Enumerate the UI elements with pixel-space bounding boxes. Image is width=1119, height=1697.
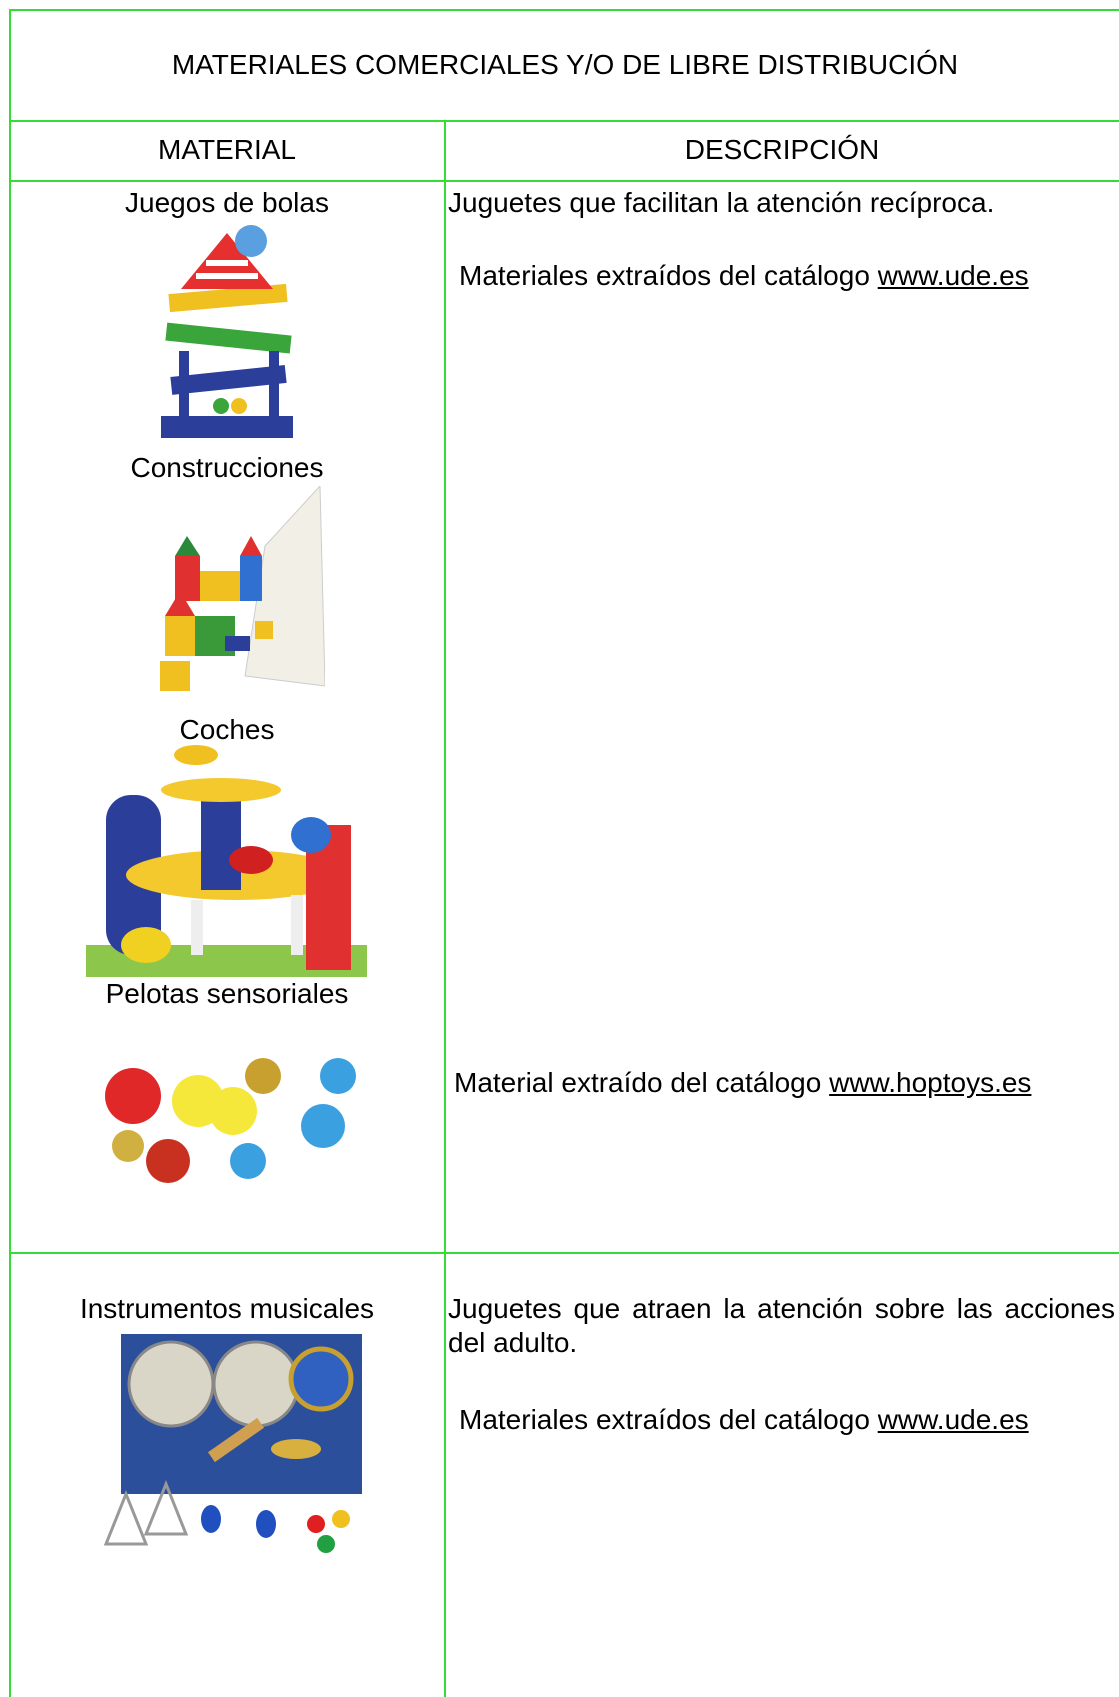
border <box>9 9 1119 11</box>
border <box>444 120 446 1697</box>
border <box>9 180 1119 182</box>
source-text: Material extraído del catálogo <box>454 1067 822 1098</box>
material: Pelotas sensoriales <box>105 978 349 1009</box>
image <box>161 225 293 438</box>
material: Juegos de bolas <box>125 187 329 218</box>
description: Juguetes que facilitan la atención recíp… <box>448 187 995 218</box>
image <box>103 1334 362 1553</box>
source-text: Materiales extraídos del catálogo <box>459 260 870 291</box>
source: Material extraído del catálogo www.hopto… <box>454 1066 1031 1100</box>
image <box>86 745 367 977</box>
source: Materiales extraídos del catálogo www.ud… <box>459 259 1029 293</box>
border <box>9 9 11 1697</box>
link[interactable]: www.ude.es <box>877 260 1029 291</box>
title: MATERIALES COMERCIALES Y/O DE LIBRE DIST… <box>171 49 959 80</box>
material: Construcciones <box>130 452 324 483</box>
border <box>9 120 1119 122</box>
material: Coches <box>179 714 275 745</box>
link[interactable]: www.hoptoys.es <box>829 1067 1032 1098</box>
source-text: Materiales extraídos del catálogo <box>459 1404 870 1435</box>
image <box>105 1058 356 1183</box>
border <box>9 1252 1119 1254</box>
column-header: DESCRIPCIÓN <box>684 134 880 165</box>
source: Materiales extraídos del catálogo www.ud… <box>459 1403 1029 1437</box>
image <box>160 486 325 691</box>
column-header: MATERIAL <box>158 134 296 165</box>
description: Juguetes que atraen la atención sobre la… <box>448 1293 1115 1358</box>
link[interactable]: www.ude.es <box>877 1404 1029 1435</box>
material: Instrumentos musicales <box>79 1293 375 1324</box>
